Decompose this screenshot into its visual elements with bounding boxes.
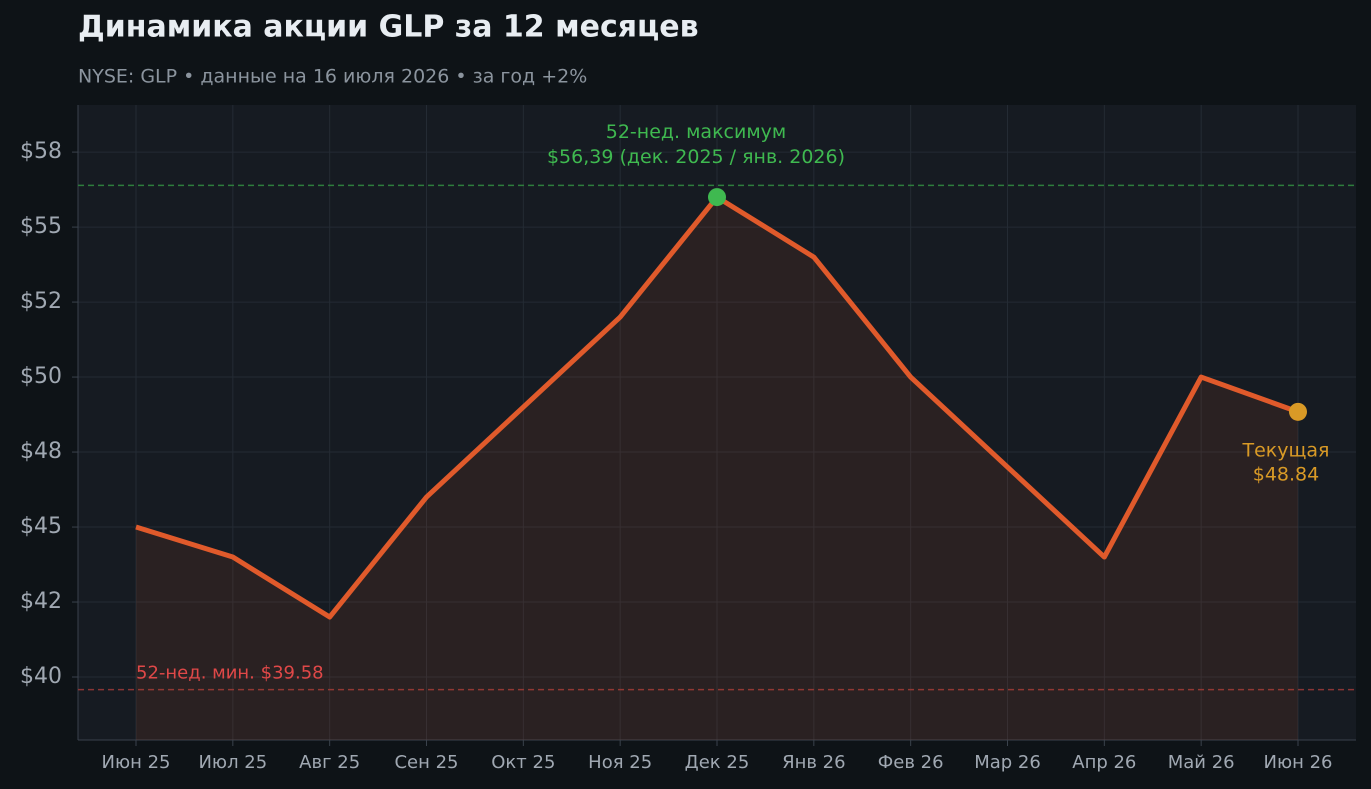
current-label: $48.84 [1253, 463, 1319, 485]
x-tick-label: Мар 26 [974, 752, 1041, 773]
y-tick-label: $55 [20, 214, 62, 239]
chart-subtitle: NYSE: GLP • данные на 16 июля 2026 • за … [78, 66, 587, 88]
y-tick-label: $52 [20, 289, 62, 314]
peak-marker [708, 188, 726, 207]
x-tick-label: Июн 25 [101, 752, 170, 773]
current-label: Текущая [1242, 439, 1330, 461]
x-tick-label: Июл 25 [198, 752, 267, 773]
y-tick-label: $58 [20, 139, 62, 164]
current-marker [1289, 402, 1307, 421]
y-tick-label: $48 [20, 439, 62, 464]
x-tick-label: Окт 25 [491, 752, 555, 773]
x-tick-label: Май 26 [1168, 752, 1235, 773]
x-tick-label: Апр 26 [1072, 752, 1136, 773]
min-label: 52-нед. мин. $39.58 [136, 663, 324, 684]
y-tick-label: $40 [20, 664, 62, 689]
x-tick-label: Янв 26 [782, 752, 846, 773]
chart-title: Динамика акции GLP за 12 месяцев [78, 10, 699, 45]
max-label: 52-нед. максимум [606, 121, 787, 143]
y-tick-label: $50 [20, 364, 62, 389]
x-tick-label: Авг 25 [299, 752, 360, 773]
max-label: $56,39 (дек. 2025 / янв. 2026) [547, 146, 845, 168]
x-tick-label: Июн 26 [1263, 752, 1332, 773]
y-tick-label: $42 [20, 589, 62, 614]
x-tick-label: Фев 26 [878, 752, 944, 773]
x-tick-label: Сен 25 [394, 752, 458, 773]
area-fill [136, 197, 1298, 740]
x-tick-label: Ноя 25 [588, 752, 652, 773]
y-tick-label: $45 [20, 514, 62, 539]
x-tick-label: Дек 25 [685, 752, 750, 773]
